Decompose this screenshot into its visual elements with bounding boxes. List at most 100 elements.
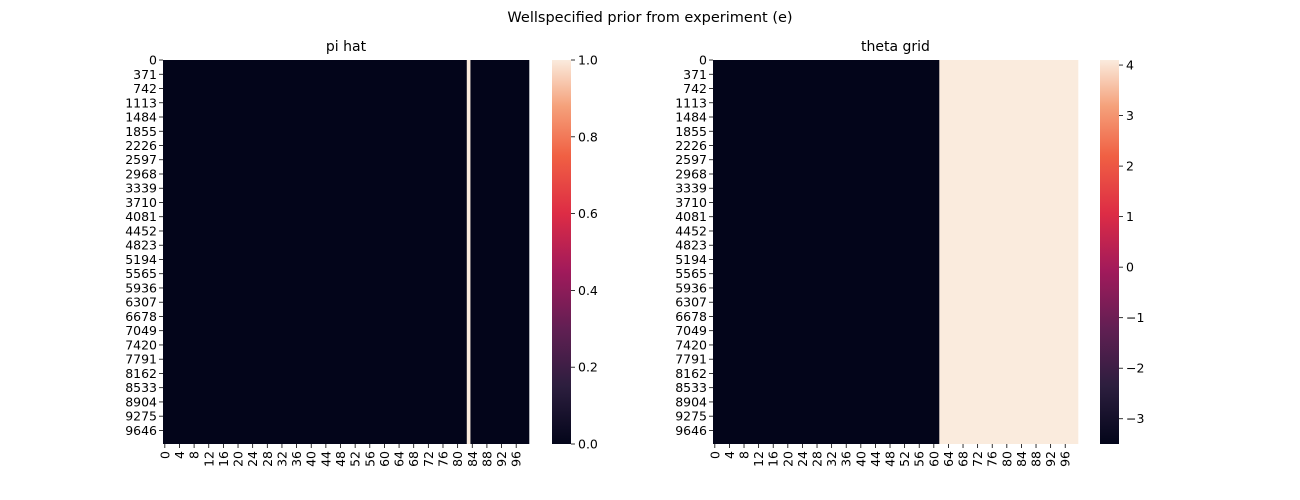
x-tick-label: 84 [1014, 451, 1029, 467]
colorbar [1100, 60, 1119, 444]
colorbar-tick-label: −1 [1126, 310, 1144, 325]
x-tick-label: 28 [810, 451, 825, 467]
heatmap-cell-block [939, 60, 1079, 444]
x-tick-label: 4 [172, 451, 187, 459]
y-tick-label: 4081 [675, 209, 707, 224]
y-tick-label: 3339 [125, 181, 157, 196]
y-tick-label: 1855 [675, 124, 707, 139]
y-tick-label: 2968 [125, 166, 157, 181]
y-tick-label: 371 [133, 67, 157, 82]
x-tick-label: 56 [362, 451, 377, 467]
x-tick-label: 52 [348, 451, 363, 467]
y-tick-label: 1113 [675, 95, 707, 110]
y-tick-label: 4823 [675, 238, 707, 253]
colorbar-tick-label: 2 [1126, 159, 1134, 174]
x-tick-label: 48 [333, 451, 348, 467]
y-tick-label: 6307 [125, 295, 157, 310]
heatmap-theta-grid: theta grid037174211131484185522262597296… [675, 39, 1144, 467]
x-tick-label: 20 [231, 451, 246, 467]
y-tick-label: 0 [699, 53, 707, 68]
y-tick-label: 8533 [675, 380, 707, 395]
y-tick-label: 1113 [125, 95, 157, 110]
y-tick-label: 8162 [125, 366, 157, 381]
y-tick-label: 9275 [675, 409, 707, 424]
heatmap-cell-block [470, 60, 530, 444]
heatmap-pi-hat: pi hat0371742111314841855222625972968333… [125, 39, 598, 467]
x-tick-label: 64 [941, 451, 956, 467]
x-tick-label: 20 [780, 451, 795, 467]
x-tick-label: 96 [1058, 451, 1073, 467]
y-tick-label: 2968 [675, 166, 707, 181]
x-tick-label: 60 [926, 451, 941, 467]
x-tick-label: 60 [377, 451, 392, 467]
x-tick-label: 24 [795, 451, 810, 467]
y-tick-label: 2226 [675, 138, 707, 153]
x-tick-label: 52 [897, 451, 912, 467]
x-tick-label: 72 [421, 451, 436, 467]
x-tick-label: 28 [260, 451, 275, 467]
y-tick-label: 3339 [675, 181, 707, 196]
y-tick-label: 1484 [125, 110, 157, 125]
x-tick-label: 80 [450, 451, 465, 467]
x-tick-label: 92 [1043, 451, 1058, 467]
y-tick-label: 2597 [125, 152, 157, 167]
y-tick-label: 742 [683, 81, 707, 96]
y-tick-label: 5936 [675, 280, 707, 295]
y-tick-label: 6678 [125, 309, 157, 324]
colorbar-tick-label: 1.0 [578, 53, 598, 68]
x-tick-label: 36 [289, 451, 304, 467]
x-tick-label: 80 [999, 451, 1014, 467]
y-tick-label: 7049 [125, 323, 157, 338]
y-tick-label: 4823 [125, 238, 157, 253]
colorbar-tick-label: −2 [1126, 361, 1144, 376]
x-tick-label: 76 [435, 451, 450, 467]
colorbar-tick-label: 3 [1126, 108, 1134, 123]
y-tick-label: 7049 [675, 323, 707, 338]
heatmap-cell-block [466, 60, 471, 444]
y-tick-label: 5194 [125, 252, 157, 267]
y-tick-label: 1855 [125, 124, 157, 139]
heatmap-title: theta grid [861, 39, 930, 55]
y-tick-label: 6678 [675, 309, 707, 324]
y-tick-label: 2597 [675, 152, 707, 167]
y-tick-label: 0 [149, 53, 157, 68]
x-tick-label: 0 [157, 451, 172, 459]
x-tick-label: 68 [406, 451, 421, 467]
colorbar-tick-label: 0.8 [578, 129, 598, 144]
y-tick-label: 9275 [125, 409, 157, 424]
colorbar-tick-label: 4 [1126, 58, 1134, 73]
y-tick-label: 742 [133, 81, 157, 96]
y-tick-label: 8162 [675, 366, 707, 381]
y-tick-label: 371 [683, 67, 707, 82]
x-tick-label: 16 [766, 451, 781, 467]
y-tick-label: 5565 [675, 266, 707, 281]
x-tick-label: 76 [985, 451, 1000, 467]
x-tick-label: 84 [465, 451, 480, 467]
y-tick-label: 2226 [125, 138, 157, 153]
x-tick-label: 36 [839, 451, 854, 467]
x-tick-label: 72 [970, 451, 985, 467]
y-tick-label: 7791 [675, 352, 707, 367]
x-tick-label: 0 [707, 451, 722, 459]
x-tick-label: 88 [1029, 451, 1044, 467]
x-tick-label: 32 [824, 451, 839, 467]
x-tick-label: 44 [318, 451, 333, 467]
y-tick-label: 9646 [675, 423, 707, 438]
x-tick-label: 88 [479, 451, 494, 467]
colorbar-tick-label: 0.2 [578, 360, 598, 375]
x-tick-label: 68 [956, 451, 971, 467]
x-tick-label: 92 [494, 451, 509, 467]
heatmap-title: pi hat [326, 39, 367, 55]
x-tick-label: 96 [509, 451, 524, 467]
colorbar-tick-label: 0.0 [578, 437, 598, 452]
x-tick-label: 4 [722, 451, 737, 459]
x-tick-label: 16 [216, 451, 231, 467]
y-tick-label: 4081 [125, 209, 157, 224]
x-tick-label: 48 [883, 451, 898, 467]
y-tick-label: 3710 [675, 195, 707, 210]
x-tick-label: 56 [912, 451, 927, 467]
x-tick-label: 44 [868, 451, 883, 467]
y-tick-label: 6307 [675, 295, 707, 310]
y-tick-label: 8533 [125, 380, 157, 395]
